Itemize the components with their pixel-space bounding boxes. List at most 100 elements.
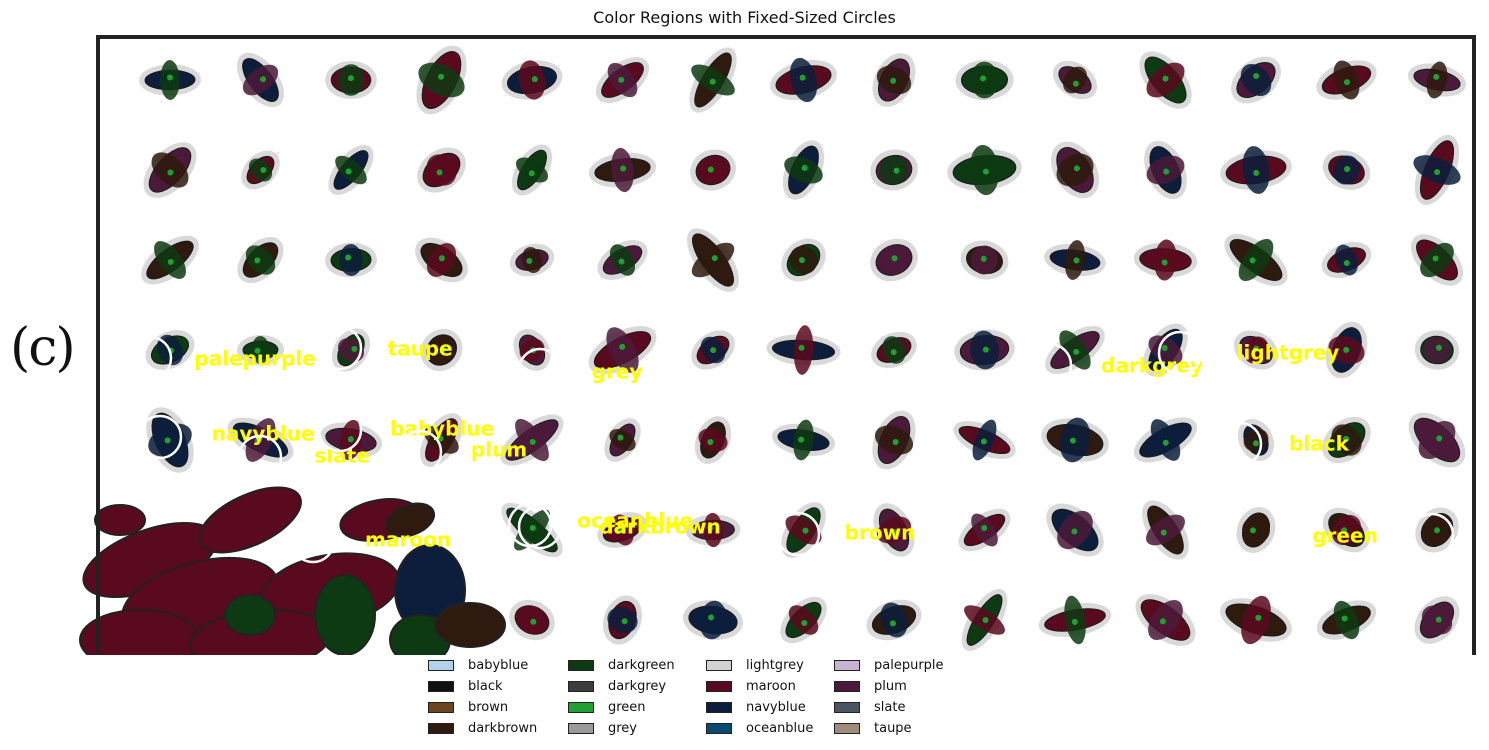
legend-item: plum <box>834 676 974 697</box>
annotation-label: taupe <box>387 337 452 361</box>
cell-blob <box>947 144 1022 196</box>
cell-blob <box>682 600 744 640</box>
annotation-circle <box>127 335 173 381</box>
cell-blob <box>1134 417 1197 463</box>
legend-label: navyblue <box>746 700 806 715</box>
cell-blob <box>953 419 1016 461</box>
legend-label: plum <box>874 679 907 694</box>
legend-item: brown <box>428 697 568 718</box>
cell-blob <box>690 149 736 191</box>
cell-blob <box>602 595 643 645</box>
cell-blob <box>691 330 735 370</box>
legend-item: black <box>428 676 568 697</box>
legend: babyblue black brown darkbrown darkgreen dark… <box>428 655 1084 739</box>
cell-blob <box>1321 241 1372 279</box>
cell-blob <box>870 149 918 191</box>
annotation-circle <box>1409 512 1455 558</box>
annotation-circle <box>317 325 363 371</box>
annotation-label: palepurple <box>194 347 315 371</box>
cell-blob <box>694 416 732 464</box>
cell-blob <box>1046 503 1104 557</box>
cell-blob <box>1322 416 1371 464</box>
legend-swatch <box>568 681 594 692</box>
cell-blob <box>1236 507 1276 553</box>
cell-cluster <box>79 486 506 655</box>
legend-item: taupe <box>834 718 974 739</box>
annotation-circle <box>507 502 553 548</box>
cell-blob <box>1408 412 1466 468</box>
annotation-circle <box>517 347 563 393</box>
cell-blob <box>1237 418 1275 462</box>
cell-blob <box>511 144 553 196</box>
cell-blob <box>94 504 146 536</box>
cell-blob <box>1413 134 1461 206</box>
annotation-label: navyblue <box>212 422 315 446</box>
cell-blob <box>870 238 918 282</box>
annotation-label: darkbrown <box>599 515 721 539</box>
cell-blob <box>419 413 464 467</box>
legend-item: darkgrey <box>568 676 706 697</box>
cell-blob <box>604 418 641 462</box>
legend-item: babyblue <box>428 655 568 676</box>
annotation-circle <box>290 518 336 564</box>
legend-label: palepurple <box>874 658 944 673</box>
cell-blob <box>873 503 915 557</box>
cell-blob <box>420 328 463 372</box>
cell-blob <box>960 240 1009 280</box>
cell-blob <box>1050 141 1100 199</box>
cell-blob <box>224 594 276 636</box>
cell-blob <box>500 414 564 466</box>
cell-blob <box>872 410 916 470</box>
legend-label: green <box>608 700 646 715</box>
cell-blob <box>1224 234 1288 286</box>
annotation-label: slate <box>314 444 369 468</box>
legend-swatch <box>428 723 454 734</box>
cell-blob <box>237 334 284 366</box>
legend-item: lightgrey <box>706 655 834 676</box>
cell-blob <box>781 238 826 282</box>
cell-blob <box>1044 240 1106 280</box>
legend-item: slate <box>834 697 974 718</box>
legend-swatch <box>568 723 594 734</box>
legend-label: darkgreen <box>608 658 675 673</box>
annotation-circle <box>1027 342 1073 388</box>
legend-label: brown <box>468 700 509 715</box>
cell-blob <box>1144 140 1187 200</box>
legend-swatch <box>568 660 594 671</box>
cell-blob <box>766 325 841 375</box>
legend-label: oceanblue <box>746 721 814 736</box>
cell-blob <box>328 145 374 195</box>
cell-blob <box>1143 323 1188 377</box>
annotation-label: oceanblue <box>577 509 693 533</box>
cell-blobs <box>79 45 1467 655</box>
legend-swatch <box>706 681 732 692</box>
cell-blob <box>509 599 555 641</box>
cell-blob <box>227 417 294 463</box>
legend-item: navyblue <box>706 697 834 718</box>
cell-blob <box>782 140 825 200</box>
cell-blob <box>143 142 197 198</box>
cell-blob <box>314 574 376 655</box>
cell-blob <box>1038 595 1112 645</box>
legend-item: green <box>568 697 706 718</box>
cell-blob <box>597 240 648 280</box>
annotation-label: grey <box>592 360 643 384</box>
cell-blob <box>417 147 466 193</box>
legend-label: grey <box>608 721 638 736</box>
legend-item: darkgreen <box>568 655 706 676</box>
cell-blob <box>325 60 377 100</box>
cell-blob <box>416 45 467 115</box>
cell-blob <box>1325 321 1368 379</box>
legend-swatch <box>834 660 860 671</box>
annotation-circle <box>775 511 821 557</box>
cell-blob <box>781 502 826 558</box>
cell-blob <box>1414 330 1460 370</box>
cell-blob <box>141 235 199 285</box>
cell-blob <box>146 407 194 473</box>
legend-item: maroon <box>706 676 834 697</box>
cell-blob <box>588 147 657 193</box>
legend-swatch <box>834 681 860 692</box>
cell-blob <box>1139 51 1192 109</box>
cell-blob <box>1316 60 1377 100</box>
